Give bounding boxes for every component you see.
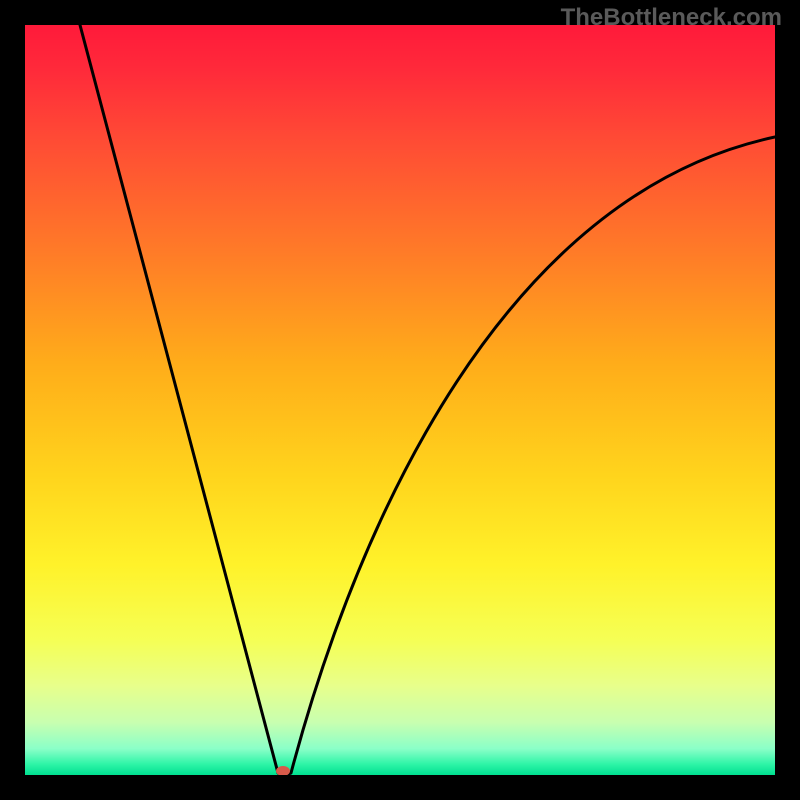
watermark-text: TheBottleneck.com <box>561 4 782 32</box>
bottleneck-chart <box>25 25 775 775</box>
gradient-background <box>25 25 775 775</box>
chart-svg <box>25 25 775 775</box>
